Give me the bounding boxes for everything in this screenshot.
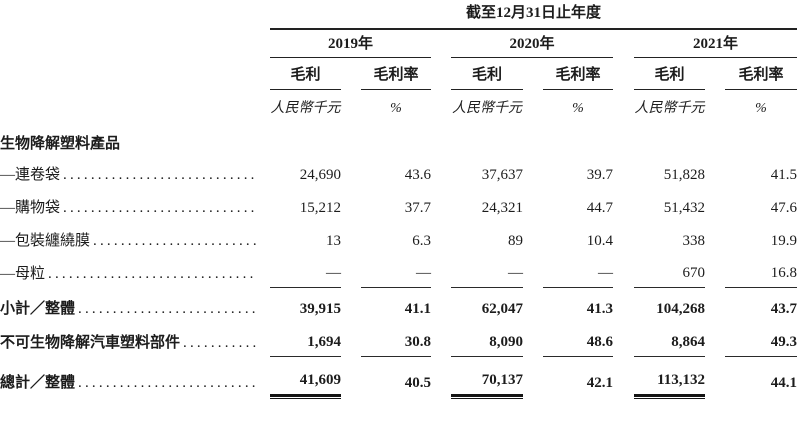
- unit-2021-percent: %: [755, 101, 767, 116]
- row-label-cell: 不可生物降解汽車塑料部件: [0, 323, 270, 357]
- cell-2021-gm: 44.1: [770, 375, 797, 391]
- cell-2020-gm: 41.3: [586, 301, 613, 317]
- dot-leader: [183, 335, 256, 351]
- header-2020-gross-margin: 毛利率: [543, 58, 613, 90]
- header-2020-gross-profit: 毛利: [451, 58, 523, 90]
- cell-2021-gp: 8,864: [634, 323, 705, 357]
- cell-2019-gp: 1,694: [270, 323, 341, 357]
- cell-2020-gp: 89: [508, 233, 523, 249]
- cell-2019-gm: 30.8: [361, 323, 431, 357]
- cell-2021-gm: 49.3: [725, 323, 797, 357]
- unit-2021-amount: 人民幣千元: [634, 101, 705, 116]
- row-label: 不可生物降解汽車塑料部件: [0, 335, 181, 351]
- table-row-subtotal: 小計／整體 39,915 41.1 62,047 41.3 104,268 43…: [0, 288, 804, 323]
- table-row-total: 總計／整體 41,609 40.5 70,137 42.1 113,132 44…: [0, 357, 804, 399]
- row-label-cell: —母粒: [0, 255, 270, 288]
- cell-2019-gm: 40.5: [404, 375, 431, 391]
- cell-2019-gp: 39,915: [299, 301, 341, 317]
- cell-2021-gp: 338: [682, 233, 706, 249]
- cell-2019-gp: —: [270, 255, 341, 288]
- row-label-cell: —購物袋: [0, 189, 270, 222]
- unit-2019-amount: 人民幣千元: [270, 101, 341, 116]
- unit-2019-percent: %: [390, 101, 402, 116]
- period-header-row: 截至12月31日止年度: [0, 0, 804, 30]
- cell-2020-gm: 10.4: [586, 233, 613, 249]
- cell-2019-gm: 41.1: [404, 301, 431, 317]
- cell-2021-gp: 51,828: [663, 167, 705, 183]
- row-label-cell: 總計／整體: [0, 357, 270, 397]
- cell-2021-gp: 51,432: [663, 200, 705, 216]
- cell-2021-gm: 43.7: [770, 301, 797, 317]
- table-row-wrap-film: —包裝纏繞膜 13 6.3 89 10.4 338 19.9: [0, 222, 804, 255]
- cell-2020-gm: 39.7: [586, 167, 613, 183]
- column-header-row: 毛利 毛利率 毛利 毛利率 毛利 毛利率: [0, 58, 804, 90]
- section-header: 生物降解塑料產品: [0, 136, 121, 152]
- row-label-cell: —連卷袋: [0, 156, 270, 189]
- cell-2020-gm: —: [543, 255, 613, 288]
- dot-leader: [63, 200, 256, 216]
- row-label-cell: 小計／整體: [0, 288, 270, 323]
- units-row: 人民幣千元 % 人民幣千元 % 人民幣千元 %: [0, 90, 804, 120]
- table-row-shopping-bags: —購物袋 15,212 37.7 24,321 44.7 51,432 47.6: [0, 189, 804, 222]
- dot-leader: [78, 375, 256, 391]
- header-2021-gross-profit: 毛利: [634, 58, 705, 90]
- cell-2019-gm: 37.7: [404, 200, 431, 216]
- cell-2021-gm: 41.5: [770, 167, 797, 183]
- cell-2020-gp: —: [451, 255, 523, 288]
- row-label: —包裝纏繞膜: [0, 233, 91, 249]
- table-row-masterbatch: —母粒 — — — — 670 16.8: [0, 255, 804, 288]
- cell-2021-gm: 19.9: [770, 233, 797, 249]
- cell-2019-gm: 43.6: [404, 167, 431, 183]
- dot-leader: [78, 301, 256, 317]
- table-row-roll-bags: —連卷袋 24,690 43.6 37,637 39.7 51,828 41.5: [0, 156, 804, 189]
- row-label: —購物袋: [0, 200, 61, 216]
- year-2020: 2020年: [451, 30, 613, 58]
- cell-2021-gp: 670: [634, 255, 705, 288]
- cell-2019-gm: —: [361, 255, 431, 288]
- cell-2021-gm: 47.6: [770, 200, 797, 216]
- header-2021-gross-margin: 毛利率: [725, 58, 797, 90]
- cell-2020-gp: 37,637: [481, 167, 523, 183]
- year-header-row: 2019年 2020年 2021年: [0, 30, 804, 58]
- cell-2019-gm: 6.3: [412, 233, 431, 249]
- cell-2020-gm: 42.1: [586, 375, 613, 391]
- header-2019-gross-margin: 毛利率: [361, 58, 431, 90]
- dot-leader: [93, 233, 256, 249]
- period-header: 截至12月31日止年度: [270, 0, 797, 30]
- cell-2019-gp: 15,212: [299, 200, 341, 216]
- year-2019: 2019年: [270, 30, 431, 58]
- row-label: 總計／整體: [0, 375, 76, 391]
- year-2021: 2021年: [634, 30, 797, 58]
- cell-2021-gp: 113,132: [634, 357, 705, 399]
- cell-2019-gp: 41,609: [270, 357, 341, 399]
- row-label: —母粒: [0, 266, 46, 282]
- cell-2020-gm: 44.7: [586, 200, 613, 216]
- header-2019-gross-profit: 毛利: [270, 58, 341, 90]
- dot-leader: [63, 167, 256, 183]
- cell-2020-gp: 8,090: [451, 323, 523, 357]
- section-header-row: 生物降解塑料產品: [0, 120, 804, 156]
- cell-2019-gp: 13: [326, 233, 341, 249]
- row-label-cell: —包裝纏繞膜: [0, 222, 270, 255]
- row-label: —連卷袋: [0, 167, 61, 183]
- cell-2019-gp: 24,690: [299, 167, 341, 183]
- cell-2020-gp: 70,137: [451, 357, 523, 399]
- cell-2020-gm: 48.6: [543, 323, 613, 357]
- unit-2020-amount: 人民幣千元: [452, 101, 522, 116]
- cell-2021-gm: 16.8: [725, 255, 797, 288]
- cell-2021-gp: 104,268: [656, 301, 705, 317]
- unit-2020-percent: %: [572, 101, 584, 116]
- cell-2020-gp: 62,047: [481, 301, 523, 317]
- row-label: 小計／整體: [0, 301, 76, 317]
- table-row-non-biodegradable-auto-parts: 不可生物降解汽車塑料部件 1,694 30.8 8,090 48.6 8,864…: [0, 323, 804, 357]
- dot-leader: [48, 266, 256, 282]
- cell-2020-gp: 24,321: [481, 200, 523, 216]
